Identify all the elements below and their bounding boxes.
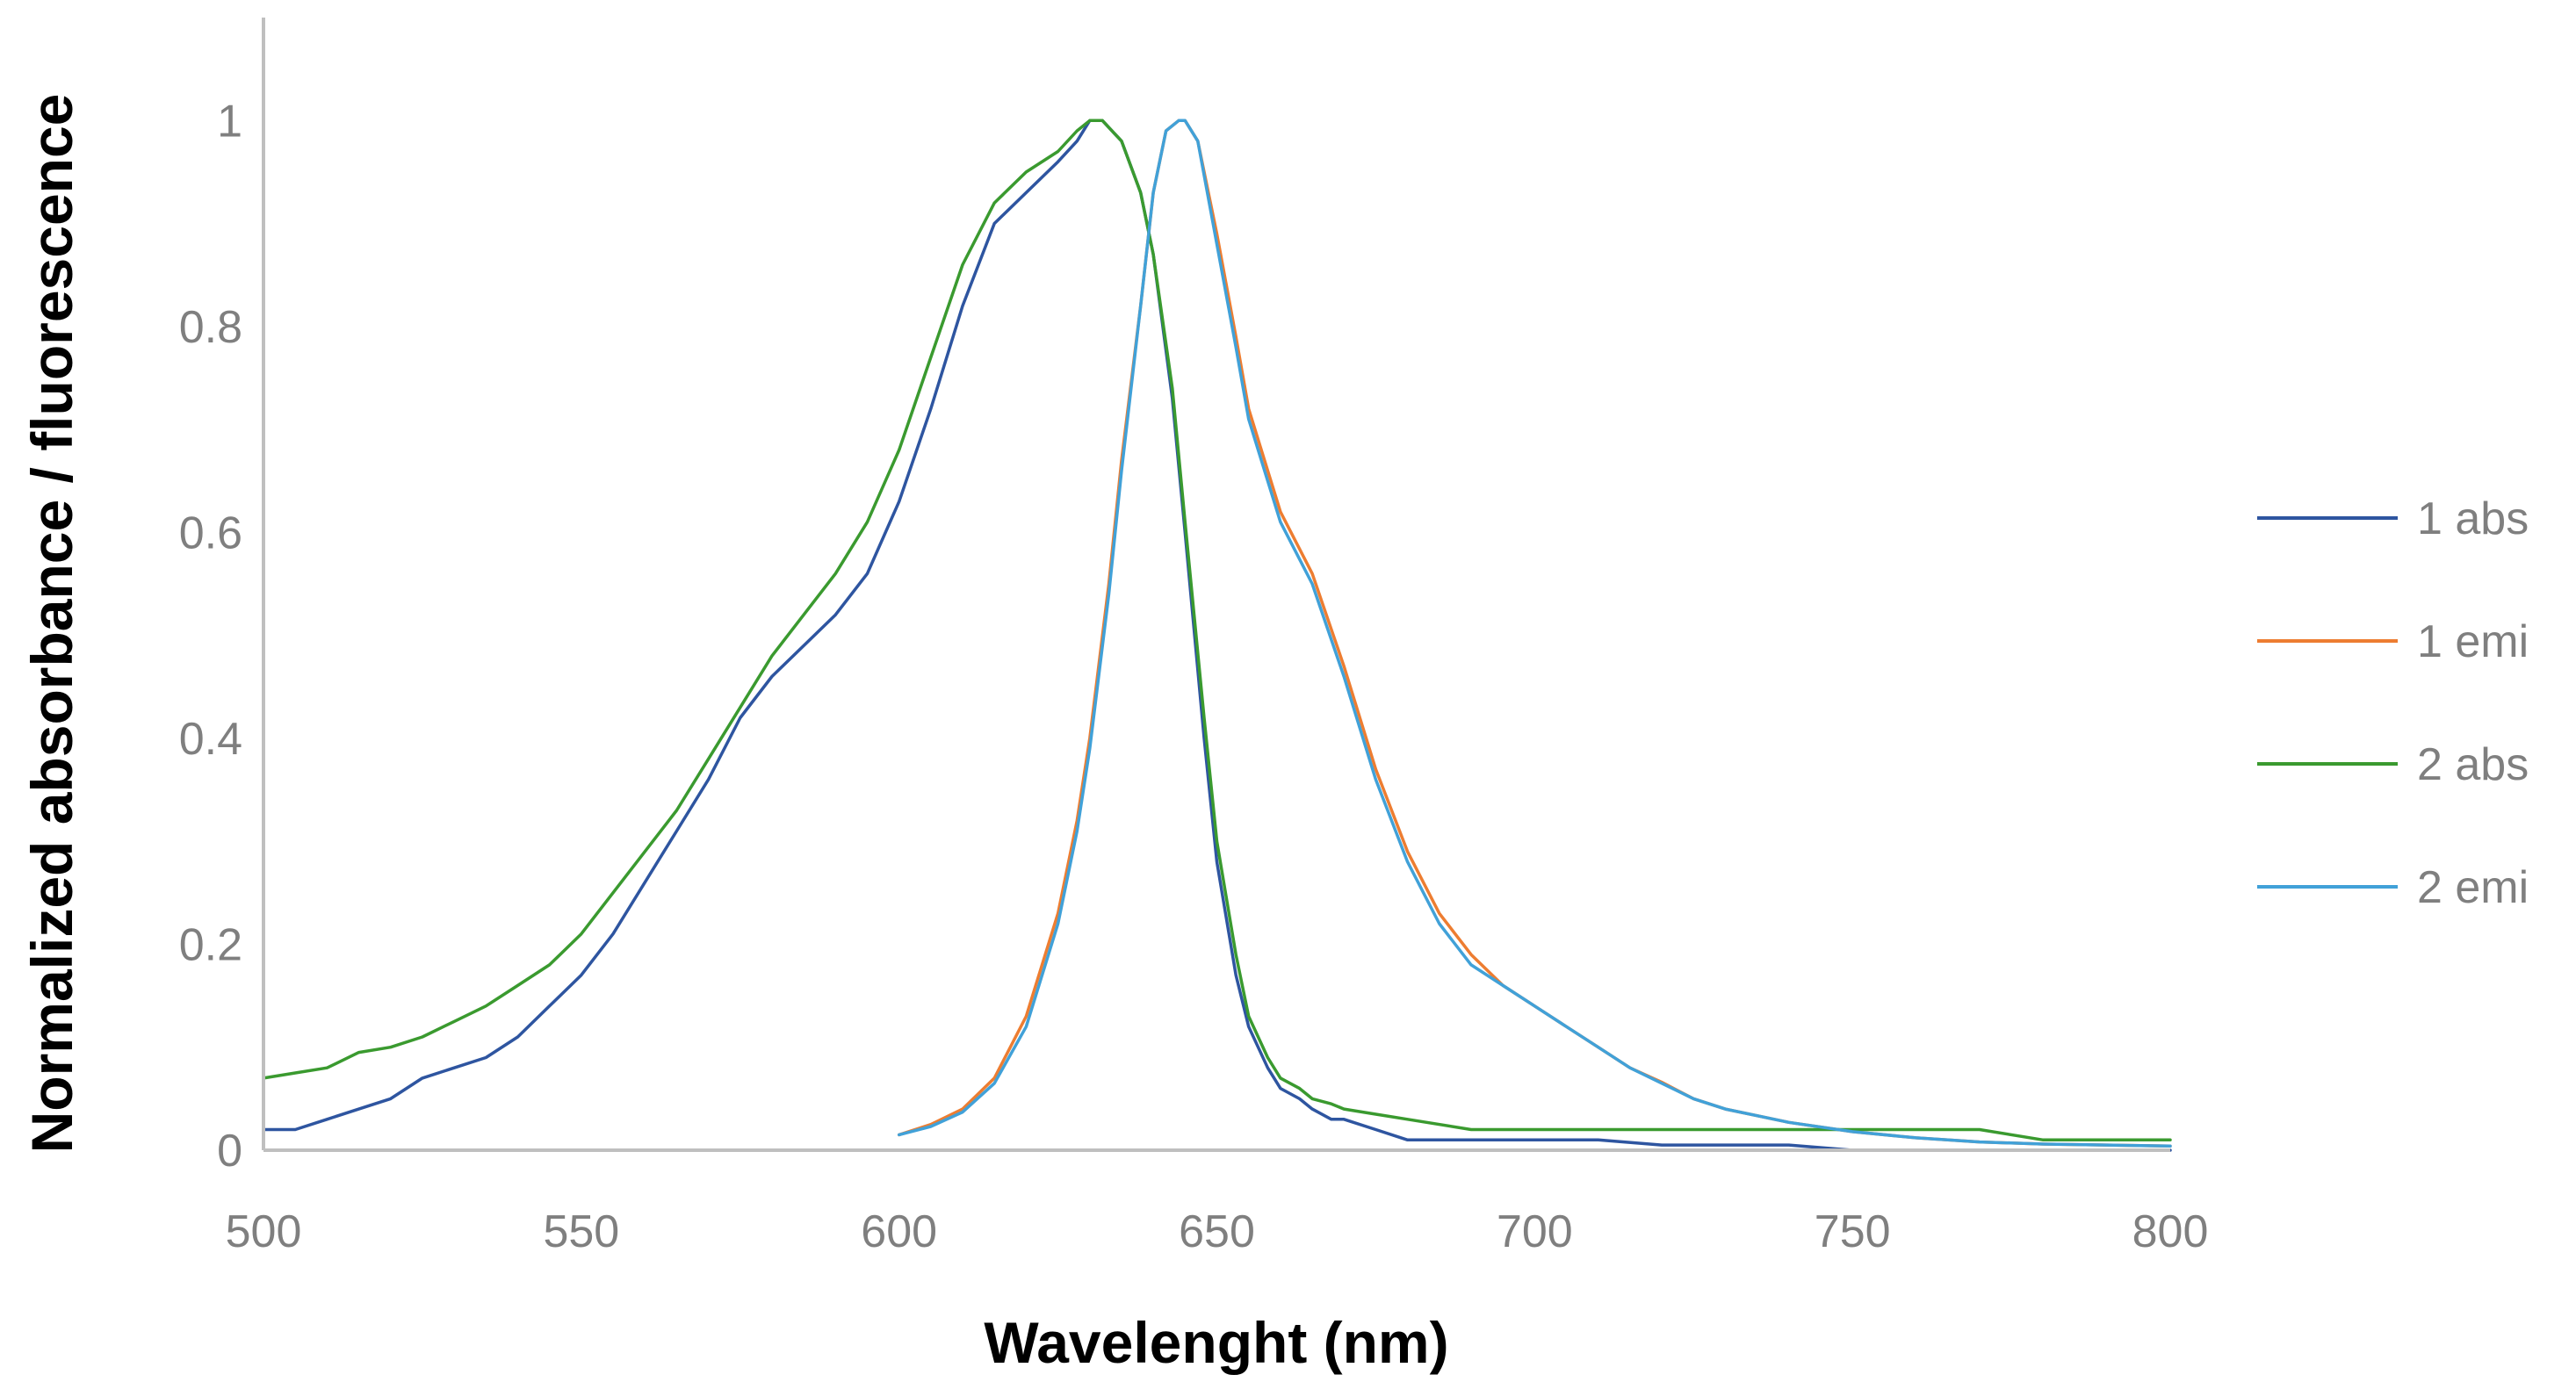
legend-label: 2 abs <box>2417 739 2529 790</box>
x-tick-label: 500 <box>226 1206 302 1257</box>
y-tick-label: 0.6 <box>179 507 242 558</box>
plot-area <box>263 120 2170 1150</box>
x-tick-labels: 500 550 600 650 700 750 800 <box>226 1206 2209 1257</box>
y-tick-label: 0.2 <box>179 919 242 970</box>
x-tick-label: 600 <box>861 1206 937 1257</box>
legend: 1 abs 1 emi 2 abs 2 emi <box>2257 493 2529 913</box>
series-line-1-emi <box>899 120 2170 1146</box>
legend-label: 1 emi <box>2417 616 2529 667</box>
legend-label: 1 abs <box>2417 493 2529 544</box>
y-tick-label: 0.8 <box>179 302 242 353</box>
x-axis-title: Wavelenght (nm) <box>984 1310 1448 1375</box>
x-tick-label: 650 <box>1179 1206 1255 1257</box>
y-tick-label: 0 <box>217 1126 242 1177</box>
x-tick-label: 800 <box>2132 1206 2209 1257</box>
x-tick-label: 700 <box>1497 1206 1573 1257</box>
y-tick-labels: 0 0.2 0.4 0.6 0.8 1 <box>179 96 242 1177</box>
y-axis-title: Normalized absorbance / fluorescence <box>19 94 84 1154</box>
legend-label: 2 emi <box>2417 862 2529 913</box>
y-tick-label: 0.4 <box>179 714 242 765</box>
y-tick-label: 1 <box>217 96 242 147</box>
x-tick-label: 550 <box>543 1206 619 1257</box>
series-line-2-abs <box>263 120 2170 1140</box>
x-tick-label: 750 <box>1815 1206 1891 1257</box>
series-line-1-abs <box>263 120 2170 1150</box>
series-line-2-emi <box>899 120 2170 1146</box>
